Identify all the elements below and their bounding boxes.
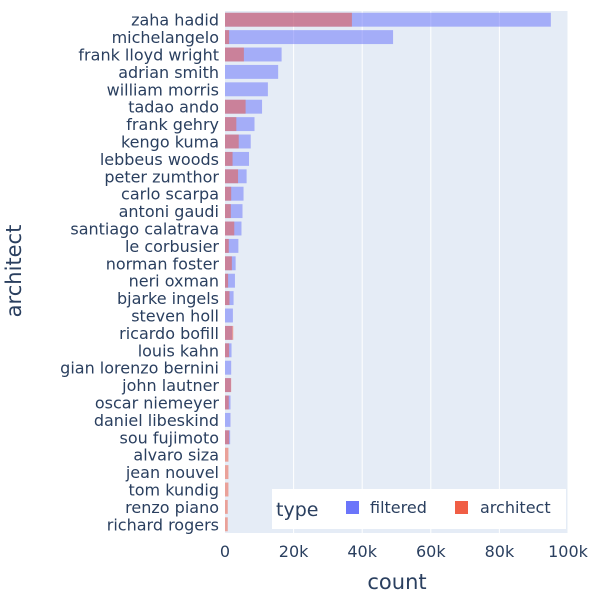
legend: type filtered architect	[272, 489, 566, 529]
gridlines	[293, 11, 569, 533]
legend-title: type	[276, 499, 318, 521]
bar-architect	[225, 47, 244, 62]
bar-architect	[225, 204, 231, 219]
x-tick-labels: 0 20k 40k 60k 80k 100k	[220, 542, 589, 561]
legend-swatch-architect	[455, 501, 468, 514]
legend-label-filtered: filtered	[370, 498, 427, 517]
y-tick-label: le corbusier	[125, 237, 219, 256]
y-tick-label: ricardo bofill	[119, 324, 219, 343]
y-tick-label: jean nouvel	[125, 463, 219, 482]
y-tick-label: peter zumthor	[104, 167, 219, 186]
y-tick-label: louis kahn	[138, 341, 219, 360]
bar-architect	[225, 430, 230, 445]
y-tick-label: norman foster	[106, 254, 220, 273]
bar-filtered	[225, 360, 232, 375]
bar-architect	[225, 499, 228, 514]
bar-architect	[225, 447, 229, 462]
bar-architect	[225, 12, 352, 27]
bar-architect	[225, 291, 230, 306]
y-tick-label: frank lloyd wright	[78, 46, 219, 65]
series-architect	[225, 12, 352, 532]
y-tick-label: oscar niemeyer	[95, 394, 220, 413]
y-tick-label: carlo scarpa	[121, 185, 219, 204]
y-tick-label: daniel libeskind	[94, 411, 219, 430]
y-tick-label: sou fujimoto	[120, 428, 219, 447]
bar-architect	[225, 395, 229, 410]
legend-background	[272, 489, 566, 529]
bar-architect	[225, 186, 232, 201]
y-tick-label: gian lorenzo bernini	[60, 359, 219, 378]
y-tick-label: kengo kuma	[121, 133, 219, 152]
y-tick-label: richard rogers	[107, 515, 219, 534]
y-tick-label: zaha hadid	[131, 11, 219, 30]
y-tick-label: tom kundig	[128, 481, 219, 500]
x-tick-label: 60k	[416, 542, 446, 561]
bar-architect	[225, 30, 230, 45]
bar-architect	[225, 378, 232, 393]
x-tick-label: 20k	[279, 542, 309, 561]
y-tick-label: frank gehry	[126, 115, 219, 134]
y-tick-label: john lautner	[121, 376, 219, 395]
bar-architect	[225, 238, 229, 253]
y-axis-label: architect	[2, 225, 26, 318]
x-tick-label: 80k	[485, 542, 515, 561]
bar-architect	[225, 517, 228, 532]
bar-architect	[225, 221, 235, 236]
bar-architect	[225, 465, 229, 480]
bar-filtered	[225, 273, 235, 288]
y-tick-label: renzo piano	[125, 498, 219, 517]
y-tick-label: alvaro siza	[133, 446, 219, 465]
y-tick-label: antoni gaudi	[119, 202, 219, 221]
y-tick-label: tadao ando	[128, 98, 219, 117]
x-tick-label: 100k	[548, 542, 589, 561]
bar-architect	[225, 482, 229, 497]
bar-architect	[225, 325, 234, 340]
bar-filtered	[225, 82, 268, 97]
legend-label-architect: architect	[480, 498, 551, 517]
bar-architect	[225, 273, 229, 288]
bar-architect	[225, 256, 232, 271]
y-tick-label: william morris	[107, 80, 219, 99]
bar-architect	[225, 169, 239, 184]
x-axis-label: count	[367, 570, 426, 594]
plot-background	[225, 11, 568, 533]
y-tick-label: bjarke ingels	[117, 289, 219, 308]
x-tick-label: 40k	[347, 542, 377, 561]
bar-architect	[225, 117, 237, 132]
y-tick-label: steven holl	[131, 307, 219, 326]
legend-swatch-filtered	[346, 501, 359, 514]
y-tick-label: neri oxman	[129, 272, 219, 291]
bar-architect	[225, 134, 239, 149]
bar-filtered	[225, 412, 231, 427]
bar-filtered	[225, 30, 394, 45]
y-tick-label: adrian smith	[118, 63, 219, 82]
y-tick-label: michelangelo	[112, 28, 219, 47]
bar-architect	[225, 343, 230, 358]
y-tick-label: santiago calatrava	[70, 220, 219, 239]
bar-filtered	[225, 308, 233, 323]
bar-architect	[225, 151, 233, 166]
x-tick-label: 0	[220, 542, 230, 561]
y-tick-label: lebbeus woods	[100, 150, 219, 169]
bar-architect	[225, 99, 246, 114]
bar-filtered	[225, 64, 279, 79]
